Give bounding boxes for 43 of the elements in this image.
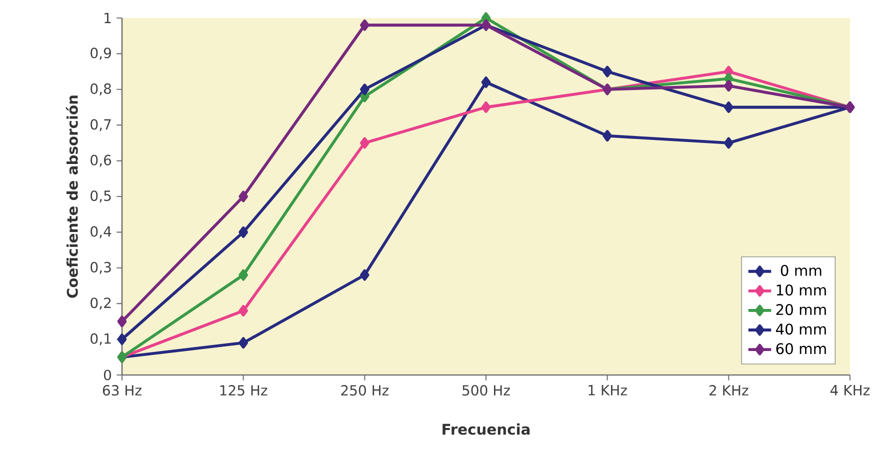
y-tick-label: 0 xyxy=(104,370,112,380)
point xyxy=(724,137,734,149)
y-tick-label: 0,5 xyxy=(90,190,111,202)
point xyxy=(238,190,248,202)
y-tick-label: 0,6 xyxy=(90,154,112,167)
y-tick-label: 0,4 xyxy=(90,226,112,238)
point xyxy=(481,102,491,113)
x-axis-title: Frecuencia xyxy=(442,423,530,435)
x-tick-label: 1 KHz xyxy=(588,385,627,396)
point xyxy=(238,304,248,316)
y-tick-label: 1 xyxy=(104,12,111,24)
point xyxy=(238,269,248,281)
point xyxy=(724,80,734,92)
legend-label: 40 mm xyxy=(776,324,826,335)
point xyxy=(238,226,248,238)
x-tick-label: 500 Hz xyxy=(462,385,510,396)
x-tick-label: 125 Hz xyxy=(220,385,268,396)
point xyxy=(360,269,370,281)
x-tick-label: 2 KHz xyxy=(709,385,748,396)
y-tick-label: 0,2 xyxy=(90,298,111,310)
point xyxy=(602,130,612,142)
point xyxy=(238,337,248,349)
point xyxy=(360,19,370,31)
y-axis-title: Coeficiente de absorción xyxy=(66,96,78,298)
y-tick-label: 0,8 xyxy=(90,83,111,96)
y-tick-label: 0,7 xyxy=(90,119,111,132)
point xyxy=(360,137,370,149)
x-tick-label: 4 KHz xyxy=(830,385,870,396)
point xyxy=(360,84,370,96)
legend-label: 10 mm xyxy=(776,284,826,296)
legend-label: 0 mm xyxy=(780,264,822,276)
y-tick-label: 0,9 xyxy=(90,48,111,60)
point xyxy=(117,316,127,328)
y-tick-label: 0,3 xyxy=(90,262,111,274)
y-tick-label: 0,1 xyxy=(90,333,111,346)
point xyxy=(117,334,127,346)
legend-label: 60 mm xyxy=(776,343,826,354)
point xyxy=(602,66,612,78)
point xyxy=(481,76,491,88)
x-tick-label: 63 Hz xyxy=(102,385,142,396)
x-tick-label: 250 Hz xyxy=(341,385,389,396)
point xyxy=(724,102,734,113)
legend-label: 20 mm xyxy=(776,304,826,316)
